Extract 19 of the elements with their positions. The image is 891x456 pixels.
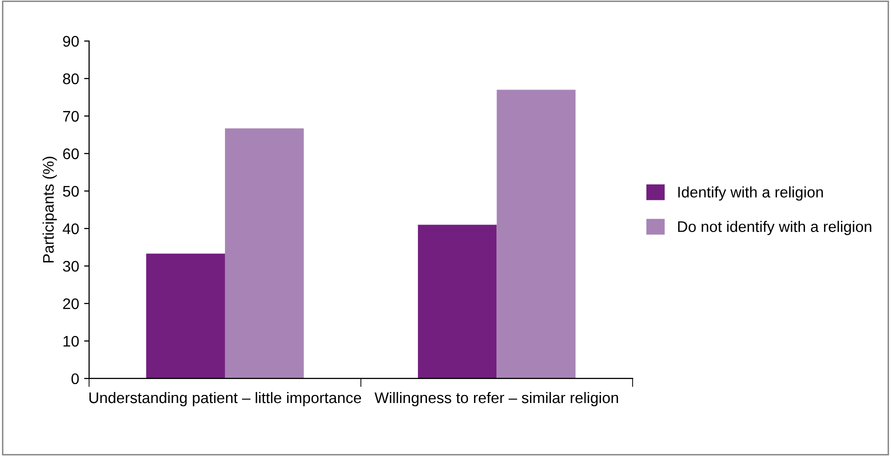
bar [418,224,497,378]
y-tick-label: 20 [63,298,79,310]
bar [496,90,576,378]
y-tick-label: 60 [63,148,79,160]
y-tick-label: 30 [62,260,79,272]
y-tick-label: 50 [62,186,79,197]
y-tick-label: 10 [64,336,79,347]
y-tick-label: 0 [71,373,79,384]
y-axis-title: Participants (%) [42,156,57,262]
y-tick-label: 40 [62,223,79,234]
bar [146,254,225,378]
x-tick-label: Willingness to refer – similar religion [374,392,618,406]
legend-label: Do not identify with a religion [678,220,872,236]
y-tick-label: 80 [63,73,79,84]
y-tick-label: 70 [63,110,79,122]
bar [224,128,304,378]
x-tick-label: Understanding patient – little importance [89,392,362,406]
y-tick-label: 90 [63,36,79,47]
legend-label: Identify with a religion [678,186,823,201]
